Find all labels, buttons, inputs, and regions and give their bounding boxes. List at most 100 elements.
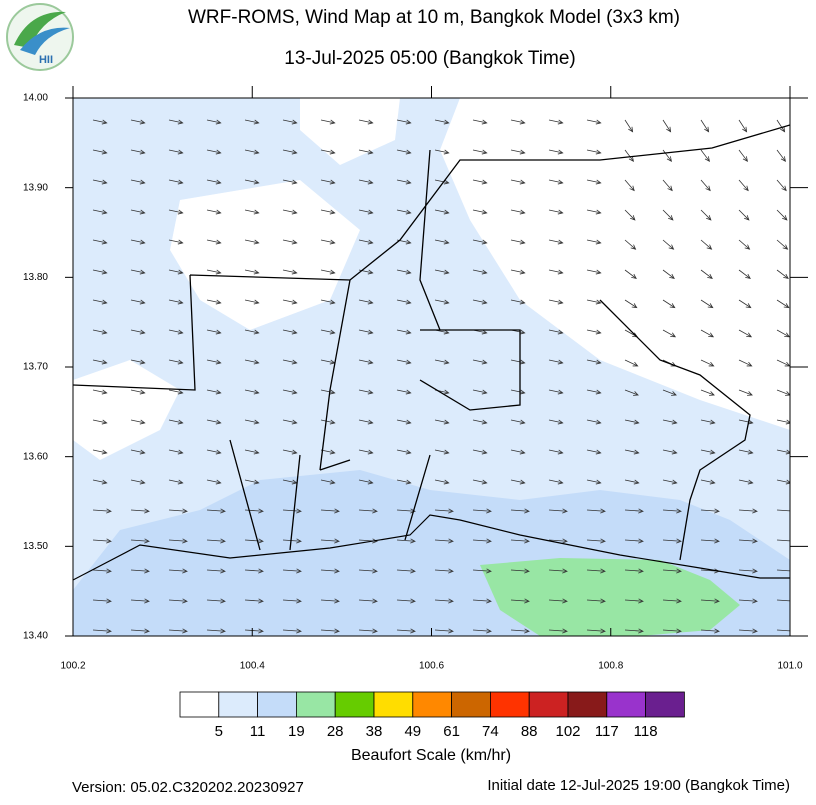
wind-arrow: [244, 449, 260, 455]
wind-arrow: [472, 149, 488, 155]
wind-arrow: [624, 239, 637, 250]
wind-arrow: [396, 568, 416, 574]
wind-arrow: [206, 508, 226, 514]
shade-white: [73, 360, 180, 460]
wind-arrow: [700, 419, 716, 425]
wind-arrow: [206, 389, 222, 395]
wind-arrow: [168, 269, 184, 275]
wind-arrow: [510, 568, 530, 574]
wind-arrow: [434, 628, 454, 634]
wind-arrow: [700, 269, 713, 280]
wind-arrow: [434, 359, 450, 365]
wind-arrow: [168, 628, 188, 634]
wind-arrow: [434, 449, 450, 455]
wind-arrow: [244, 628, 264, 634]
wind-arrow: [776, 449, 790, 455]
wind-arrow: [320, 508, 340, 514]
colorbar-label: 118: [634, 723, 658, 740]
title: WRF-ROMS, Wind Map at 10 m, Bangkok Mode…: [188, 7, 680, 28]
wind-arrows: [92, 119, 790, 634]
wind-arrow: [700, 149, 710, 162]
wind-arrow: [662, 269, 675, 280]
wind-arrow: [624, 269, 637, 280]
wind-arrow: [320, 389, 336, 395]
wind-arrow: [738, 449, 754, 455]
wind-arrow: [396, 449, 412, 455]
wind-arrow: [624, 389, 639, 396]
wind-arrow: [168, 419, 184, 425]
wind-arrow: [130, 179, 146, 185]
y-tick-label: 13.50: [23, 541, 48, 552]
wind-arrow: [396, 508, 416, 514]
wind-arrow: [244, 598, 264, 604]
wind-arrow: [206, 449, 222, 455]
wind-arrow: [434, 568, 454, 574]
wind-arrow: [168, 508, 188, 514]
wind-arrow: [92, 508, 112, 514]
wind-arrow: [700, 179, 711, 192]
wind-arrow: [472, 209, 488, 215]
logo-text: HII: [39, 54, 53, 66]
y-tick-label: 13.80: [23, 272, 48, 283]
wind-arrow: [358, 419, 374, 425]
wind-arrow: [282, 359, 298, 365]
wind-arrow: [662, 389, 677, 396]
wind-arrow: [282, 209, 298, 215]
wind-arrow: [282, 239, 298, 245]
wind-arrow: [624, 119, 634, 133]
wind-arrow: [434, 419, 450, 425]
y-tick-label: 14.00: [23, 93, 48, 104]
wind-arrow: [358, 149, 374, 155]
wind-arrow: [206, 179, 222, 185]
wind-arrow: [206, 299, 222, 305]
y-tick-label: 13.40: [23, 631, 48, 642]
wind-arrow: [130, 538, 150, 544]
colorbar-swatch: [645, 691, 685, 718]
wind-arrow: [320, 239, 336, 245]
wind-arrow: [472, 598, 492, 604]
wind-arrow: [472, 508, 492, 514]
wind-arrow: [776, 599, 790, 602]
wind-arrow: [244, 179, 260, 185]
wind-arrow: [396, 209, 412, 215]
wind-arrow: [700, 209, 712, 221]
wind-arrow: [586, 179, 602, 185]
wind-arrow: [244, 269, 260, 275]
wind-arrow: [434, 508, 454, 514]
wind-arrow: [548, 538, 568, 544]
wind-arrow: [662, 598, 682, 604]
logo-wave: [20, 27, 70, 55]
wind-arrow: [92, 479, 108, 485]
colorbar-swatch: [451, 691, 491, 718]
wind-arrow: [624, 628, 644, 634]
wind-arrow: [700, 449, 716, 455]
wind-arrow: [624, 359, 639, 367]
wind-arrow: [92, 209, 108, 215]
wind-arrow: [738, 299, 752, 309]
wind-arrow: [92, 538, 112, 544]
wind-arrow: [130, 269, 146, 275]
colorbar-label: 28: [327, 723, 344, 740]
wind-arrow: [358, 359, 374, 365]
wind-arrow: [624, 149, 634, 162]
colorbar-swatch: [528, 691, 569, 718]
wind-arrow: [472, 419, 488, 425]
x-tick-label: 100.8: [598, 661, 623, 672]
wind-arrow: [510, 389, 526, 395]
colorbar-swatch: [567, 691, 608, 718]
wind-arrow: [320, 598, 340, 604]
wind-arrow: [700, 389, 715, 396]
wind-arrow: [92, 119, 108, 125]
wind-arrow: [130, 479, 146, 485]
wind-arrow: [168, 449, 184, 455]
wind-arrow: [358, 568, 378, 574]
wind-arrow: [472, 389, 488, 395]
wind-arrow: [320, 209, 336, 215]
wind-arrow: [206, 149, 222, 155]
wind-arrow: [472, 239, 488, 245]
wind-arrow: [586, 568, 606, 574]
wind-arrow: [624, 299, 638, 309]
wind-arrow: [168, 568, 188, 574]
wind-arrow: [206, 538, 226, 544]
colorbar-label: 5: [215, 723, 223, 740]
